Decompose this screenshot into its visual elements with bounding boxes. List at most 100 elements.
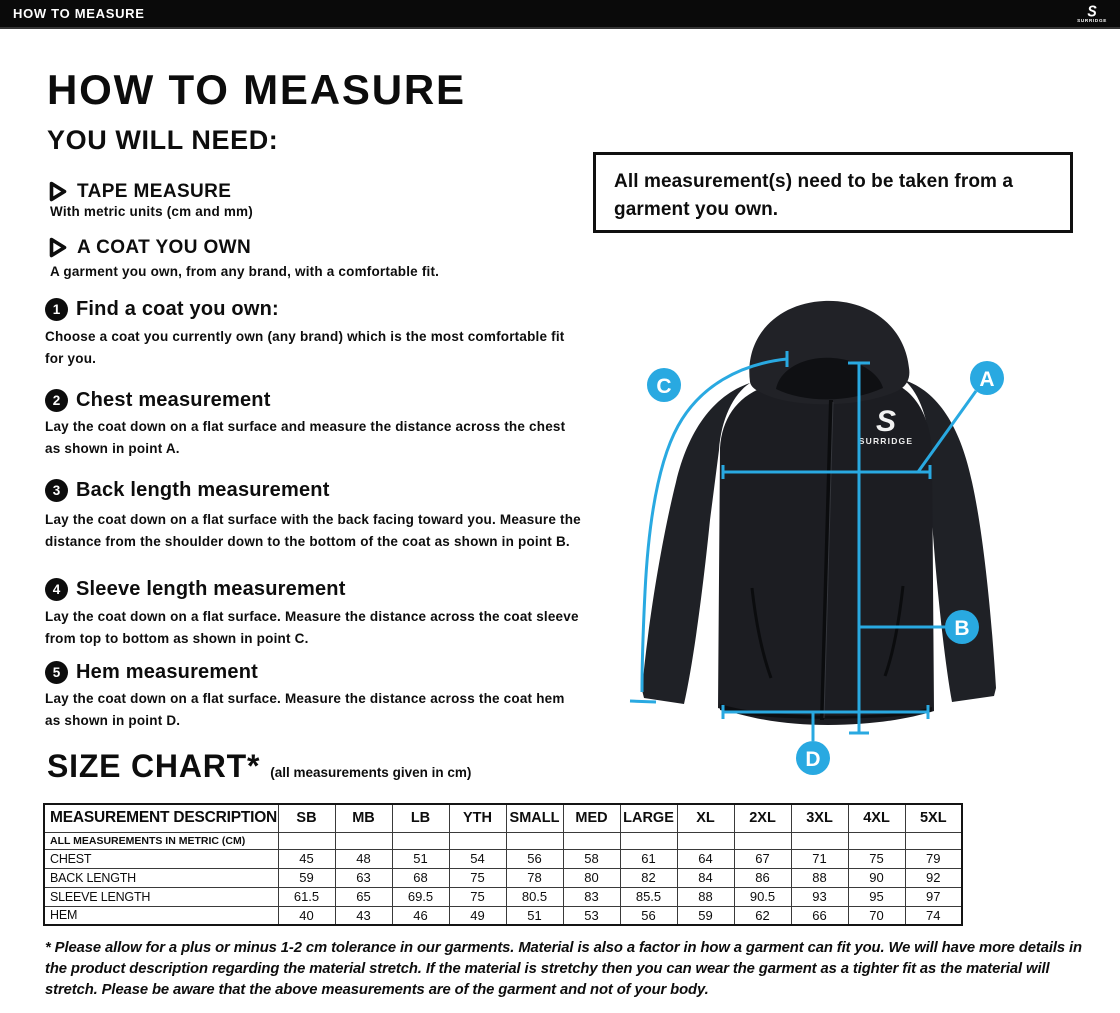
column-header: 2XL (733, 803, 792, 833)
table-row-hem: HEM 40 43 46 49 51 53 56 59 62 66 70 74 (43, 905, 963, 926)
step-title: Find a coat you own: (76, 298, 279, 320)
empty-cell (847, 831, 906, 850)
need-item-tape-measure: TAPE MEASURE (47, 180, 231, 203)
table-row-sleeve-length: SLEEVE LENGTH 61.5 65 69.5 75 80.5 83 85… (43, 886, 963, 907)
size-cell: 45 (277, 848, 336, 869)
size-cell: 65 (334, 886, 393, 907)
play-triangle-icon (49, 181, 67, 202)
size-cell: 62 (733, 905, 792, 926)
empty-cell (733, 831, 792, 850)
step-description: Lay the coat down on a flat surface with… (45, 512, 581, 549)
size-cell: 63 (334, 867, 393, 888)
column-header: 3XL (790, 803, 849, 833)
size-cell: 90.5 (733, 886, 792, 907)
size-cell: 85.5 (619, 886, 678, 907)
size-cell: 59 (277, 867, 336, 888)
column-header: YTH (448, 803, 507, 833)
size-cell: 71 (790, 848, 849, 869)
size-cell: 43 (334, 905, 393, 926)
need-description: With metric units (cm and mm) (50, 204, 253, 219)
point-d-label: D (805, 748, 820, 771)
point-b-label: B (954, 617, 969, 640)
point-d-badge (796, 741, 830, 775)
top-bar-title: HOW TO MEASURE (13, 6, 145, 21)
metric-note: ALL MEASUREMENTS IN METRIC (CM) (43, 831, 279, 850)
top-bar: HOW TO MEASURE S SURRIDGE (0, 0, 1120, 29)
size-cell: 56 (619, 905, 678, 926)
column-header: MB (334, 803, 393, 833)
column-header: 4XL (847, 803, 906, 833)
need-label: TAPE MEASURE (77, 180, 232, 202)
column-header: LB (391, 803, 450, 833)
size-cell: 68 (391, 867, 450, 888)
metric-note-row: ALL MEASUREMENTS IN METRIC (CM) (43, 831, 963, 850)
step-number-badge: 2 (45, 389, 68, 412)
size-cell: 92 (904, 867, 963, 888)
step-title: Hem measurement (76, 661, 258, 683)
step-number-badge: 5 (45, 661, 68, 684)
table-row-back-length: BACK LENGTH 59 63 68 75 78 80 82 84 86 8… (43, 867, 963, 888)
size-cell: 70 (847, 905, 906, 926)
size-cell: 64 (676, 848, 735, 869)
surridge-logo-icon: S SURRIDGE (1077, 3, 1107, 24)
jacket-zipper-highlight (823, 401, 834, 719)
jacket-right-pocket (883, 585, 905, 677)
point-c-badge (647, 368, 681, 402)
size-cell: 54 (448, 848, 507, 869)
step-3: 3 Back length measurement (45, 479, 330, 502)
size-cell: 61.5 (277, 886, 336, 907)
surridge-wordmark: SURRIDGE (1077, 18, 1107, 24)
size-cell: 75 (847, 848, 906, 869)
size-chart-header-row: MEASUREMENT DESCRIPTION SB MB LB YTH SMA… (43, 803, 963, 833)
jacket-hem (720, 704, 932, 719)
empty-cell (904, 831, 963, 850)
empty-cell (790, 831, 849, 850)
empty-cell (505, 831, 564, 850)
column-header: SMALL (505, 803, 564, 833)
column-header: MED (562, 803, 621, 833)
page-title: HOW TO MEASURE (47, 66, 466, 113)
empty-cell (334, 831, 393, 850)
step-2: 2 Chest measurement (45, 389, 271, 412)
empty-cell (448, 831, 507, 850)
disclaimer-text: * Please allow for a plus or minus 1-2 c… (45, 940, 1082, 998)
row-label: HEM (43, 905, 279, 926)
size-cell: 86 (733, 867, 792, 888)
empty-cell (277, 831, 336, 850)
empty-cell (391, 831, 450, 850)
size-cell: 48 (334, 848, 393, 869)
need-description: A garment you own, from any brand, with … (50, 264, 440, 279)
size-cell: 82 (619, 867, 678, 888)
step-5: 5 Hem measurement (45, 661, 258, 684)
jacket-measurement-figure: S SURRIDGE A (629, 300, 1004, 775)
chest-logo-s: S (876, 405, 896, 438)
size-cell: 75 (448, 886, 507, 907)
row-label: CHEST (43, 848, 279, 869)
note-text: All measurement(s) need to be taken from… (614, 171, 1014, 220)
jacket-zipper (820, 399, 833, 721)
column-header: MEASUREMENT DESCRIPTION (43, 803, 279, 833)
size-cell: 74 (904, 905, 963, 926)
size-cell: 83 (562, 886, 621, 907)
size-cell: 78 (505, 867, 564, 888)
size-cell: 95 (847, 886, 906, 907)
size-chart-table: MEASUREMENT DESCRIPTION SB MB LB YTH SMA… (43, 803, 963, 926)
size-cell: 69.5 (391, 886, 450, 907)
point-c-label: C (656, 375, 671, 398)
you-will-need-heading: YOU WILL NEED: (47, 125, 279, 155)
size-cell: 51 (391, 848, 450, 869)
size-cell: 66 (790, 905, 849, 926)
need-label: A COAT YOU OWN (77, 236, 252, 258)
size-cell: 75 (448, 867, 507, 888)
point-a-label: A (979, 368, 994, 391)
jacket-left-pocket (750, 587, 773, 679)
size-cell: 59 (676, 905, 735, 926)
point-a-badge (970, 361, 1004, 395)
step-number-badge: 4 (45, 578, 68, 601)
row-label: SLEEVE LENGTH (43, 886, 279, 907)
jacket-hood-opening (776, 357, 883, 400)
column-header: LARGE (619, 803, 678, 833)
chest-logo-wordmark: SURRIDGE (859, 436, 913, 446)
column-header: XL (676, 803, 735, 833)
